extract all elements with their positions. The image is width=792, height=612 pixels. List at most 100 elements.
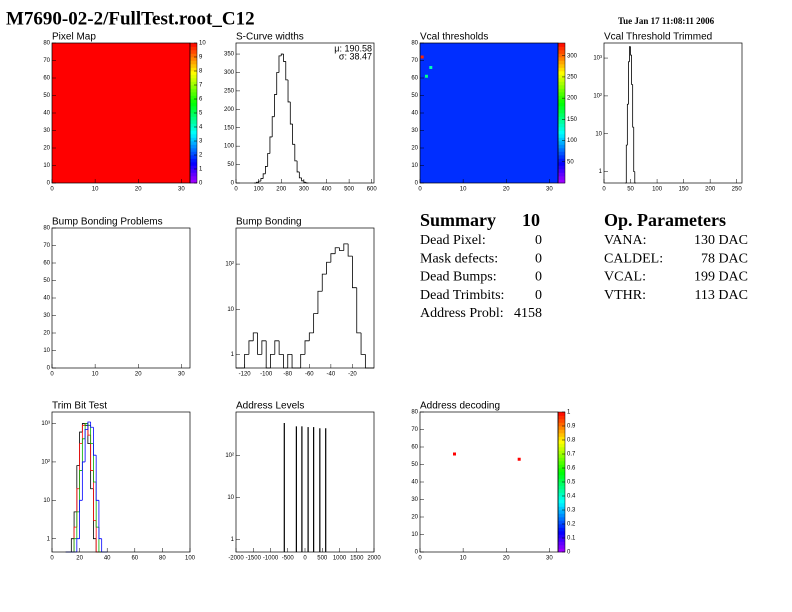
histogram-bin: [274, 94, 277, 117]
x-tick-label: -120: [239, 372, 252, 378]
z-tick-label: 0.9: [567, 424, 576, 430]
histogram-bin: [252, 332, 258, 341]
histogram-bin: [93, 470, 97, 521]
parameter-value: 78 DAC: [701, 251, 748, 266]
x-tick-label: 200: [276, 187, 287, 193]
color-scale: [190, 81, 197, 86]
z-tick-label: 300: [567, 53, 578, 59]
histogram-bin: [244, 354, 249, 368]
y-tick-label: 30: [43, 313, 50, 319]
x-tick-label: 100: [185, 556, 196, 562]
summary-value: 0: [535, 251, 542, 266]
color-scale: [558, 440, 565, 444]
color-scale: [190, 165, 197, 170]
x-tick-label: 30: [178, 187, 185, 193]
histogram-bin: [76, 511, 80, 539]
x-tick-label: 600: [367, 187, 378, 193]
y-tick-label: 10: [411, 163, 418, 169]
z-tick-label: 0: [567, 550, 571, 556]
x-tick-label: 0: [50, 372, 54, 378]
x-tick-label: 0: [303, 556, 307, 562]
x-tick-label: 0: [50, 556, 54, 562]
color-scale: [558, 109, 565, 114]
color-scale: [558, 88, 565, 93]
histogram-bin: [283, 54, 286, 62]
color-scale: [558, 447, 565, 451]
color-scale: [558, 524, 565, 528]
color-scale: [558, 172, 565, 177]
color-scale: [190, 50, 197, 54]
color-scale: [190, 64, 197, 68]
color-scale: [558, 454, 565, 458]
color-scale: [558, 116, 565, 121]
parameters-title: Op. Parameters: [604, 210, 726, 230]
histogram-bin: [292, 124, 295, 145]
color-scale: [558, 520, 565, 525]
histogram-bin: [628, 61, 630, 105]
color-scale: [558, 478, 565, 483]
parameter-value: 130 DAC: [694, 233, 748, 248]
color-scale: [558, 113, 565, 117]
plot-area: [236, 43, 374, 183]
histogram-bin: [298, 171, 302, 179]
z-tick-label: 0.5: [567, 480, 576, 486]
y-tick-label: 10: [595, 131, 602, 137]
color-scale: [558, 419, 565, 423]
color-scale: [190, 46, 197, 51]
parameter-value: 199 DAC: [694, 270, 748, 285]
x-tick-label: -80: [283, 372, 292, 378]
panel-title: Vcal Threshold Trimmed: [604, 32, 712, 43]
y-tick-label: 20: [43, 146, 50, 152]
summary-label: Dead Pixel:: [420, 233, 486, 248]
y-tick-label: 20: [43, 331, 50, 337]
color-scale: [558, 64, 565, 68]
histogram-bin: [300, 354, 305, 368]
histogram-bin: [321, 273, 327, 292]
color-scale: [558, 461, 565, 465]
color-scale: [190, 102, 197, 107]
color-scale: [190, 53, 197, 58]
histogram-bin: [267, 153, 270, 167]
y-tick-label: 50: [411, 93, 418, 99]
histogram-bin: [262, 173, 266, 179]
color-scale: [558, 151, 565, 156]
z-tick-label: 3: [199, 139, 203, 145]
x-tick-label: 10: [460, 187, 467, 193]
parameter-label: CALDEL:: [604, 251, 663, 266]
x-tick-label: 100: [652, 187, 663, 193]
x-tick-label: 30: [546, 556, 553, 562]
y-tick-label: 10: [43, 348, 50, 354]
color-scale: [190, 57, 197, 61]
x-tick-label: 30: [546, 187, 553, 193]
y-tick-label: 350: [224, 52, 235, 58]
color-scale: [558, 50, 565, 54]
color-scale: [190, 134, 197, 138]
y-tick-label: 200: [224, 107, 235, 113]
x-tick-label: -500: [282, 556, 295, 562]
color-scale: [558, 60, 565, 65]
histogram-bin: [79, 470, 83, 512]
color-scale: [558, 120, 565, 124]
y-tick-label: 50: [227, 162, 234, 168]
x-tick-label: 200: [705, 187, 716, 193]
parameter-label: VTHR:: [604, 288, 646, 303]
color-scale: [558, 162, 565, 166]
y-tick-label: 80: [411, 410, 418, 416]
z-tick-label: 7: [199, 83, 203, 89]
x-tick-label: 40: [104, 556, 111, 562]
panel-title: S-Curve widths: [236, 32, 304, 43]
color-scale: [190, 71, 197, 75]
color-scale: [190, 123, 197, 128]
x-tick-label: 2000: [367, 556, 381, 562]
y-tick-label: 0: [47, 366, 51, 372]
z-tick-label: 1: [567, 410, 571, 416]
x-tick-label: 10: [92, 372, 99, 378]
color-scale: [558, 545, 565, 549]
color-scale: [558, 492, 565, 497]
x-tick-label: 300: [299, 187, 310, 193]
y-tick-label: 60: [411, 76, 418, 82]
summary-value: 0: [535, 288, 542, 303]
summary-value: 0: [535, 233, 542, 248]
histogram-bin: [360, 332, 366, 355]
